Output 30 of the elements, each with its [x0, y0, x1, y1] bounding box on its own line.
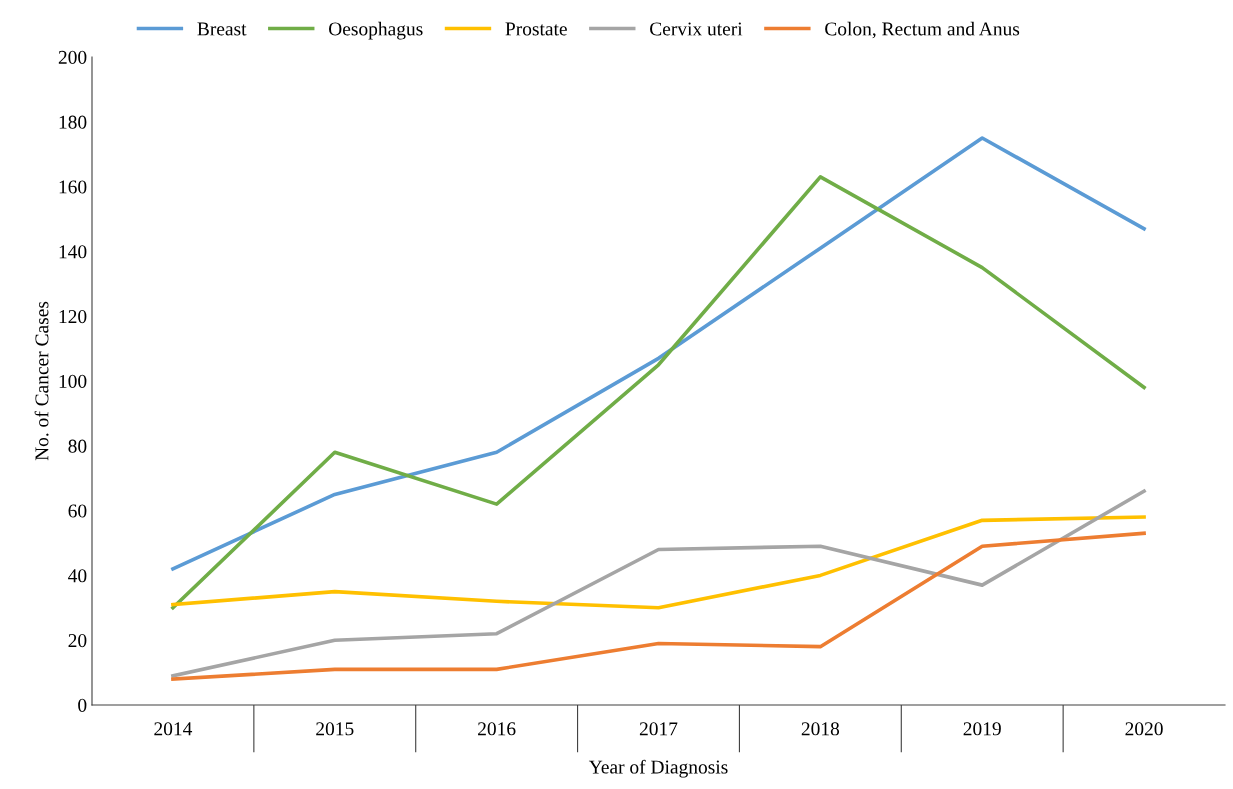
- line-series: [171, 136, 1146, 571]
- y-axis-title: No. of Cancer Cases: [34, 301, 49, 461]
- x-tick-label: 2019: [963, 722, 1001, 736]
- legend-label: Oesophagus: [329, 21, 423, 40]
- line-series: [171, 515, 1146, 610]
- line-series: [171, 175, 1146, 610]
- y-tick-label: 40: [68, 569, 87, 583]
- line-series: [171, 531, 1146, 681]
- y-tick-label: 20: [68, 634, 87, 648]
- x-tick-label: 2014: [154, 722, 193, 736]
- x-tick-label: 2016: [478, 722, 516, 736]
- y-tick-label: 120: [59, 310, 87, 324]
- line-series: [171, 489, 1146, 678]
- y-tick-label: 140: [59, 245, 87, 259]
- x-tick-label: 2020: [1125, 722, 1163, 736]
- legend-label: Breast: [197, 22, 247, 36]
- y-tick-label: 80: [68, 439, 87, 453]
- y-tick-label: 200: [58, 50, 87, 64]
- y-tick-label: 180: [59, 115, 87, 129]
- x-tick-label: 2018: [801, 722, 840, 736]
- y-tick-label: 60: [68, 504, 87, 518]
- legend-label: Colon, Rectum and Anus: [825, 21, 1020, 39]
- legend-label: Cervix uteri: [650, 22, 743, 36]
- legend-label: Prostate: [505, 22, 567, 36]
- x-tick-label: 2015: [316, 722, 354, 736]
- x-tick-label: 2017: [639, 722, 678, 736]
- x-axis-title: Year of Diagnosis: [588, 759, 728, 778]
- y-tick-label: 0: [78, 698, 87, 712]
- y-tick-label: 160: [59, 180, 87, 194]
- y-tick-label: 100: [59, 374, 87, 388]
